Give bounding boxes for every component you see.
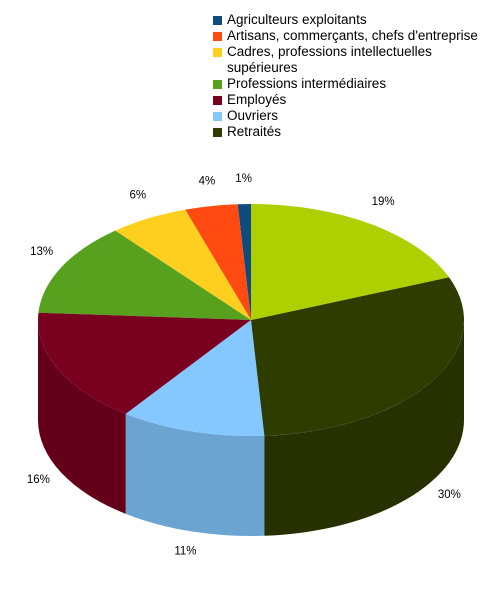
pie-slice-side (125, 413, 265, 537)
data-label: 19% (372, 196, 395, 208)
pie-slice-side (264, 320, 464, 536)
data-label: 1% (235, 173, 252, 185)
pie-slice (125, 320, 265, 436)
legend-swatch (213, 128, 222, 137)
pie-slice (251, 204, 450, 320)
pie-slice-side (38, 320, 126, 514)
legend-item: Professions intermédiaires (213, 76, 483, 92)
legend-swatch (213, 112, 222, 121)
legend-item: Retraités (213, 124, 483, 140)
pie-slice (38, 230, 252, 320)
data-label: 6% (129, 190, 146, 202)
legend-item: Ouvriers (213, 108, 483, 124)
data-label: 16% (27, 474, 50, 486)
legend-item: Employés (213, 92, 483, 108)
pie-slice (185, 204, 251, 320)
legend-item: Artisans, commerçants, chefs d'entrepris… (213, 28, 483, 44)
legend-swatch (213, 32, 222, 41)
legend-label: Cadres, professions intellectuelles supé… (227, 44, 432, 75)
data-label: 4% (199, 175, 216, 187)
legend-label: Professions intermédiaires (227, 76, 387, 91)
pie-slice (37, 312, 251, 414)
legend-item: Cadres, professions intellectuelles supé… (213, 44, 483, 76)
legend-label: Employés (227, 92, 287, 107)
legend-swatch (213, 96, 222, 105)
pie-slice (251, 277, 464, 436)
legend-label: Retraités (227, 124, 282, 139)
legend-swatch (213, 80, 222, 89)
legend: Agriculteurs exploitants Artisans, comme… (213, 12, 483, 140)
pie-slice (237, 204, 251, 320)
legend-swatch (213, 16, 222, 25)
legend-label: Agriculteurs exploitants (227, 12, 367, 27)
data-label: 11% (174, 546, 196, 558)
pie-slice (115, 209, 251, 320)
legend-label: Ouvriers (227, 108, 279, 123)
legend-item: Agriculteurs exploitants (213, 12, 483, 28)
legend-label: Artisans, commerçants, chefs d'entrepris… (227, 28, 478, 43)
data-label: 13% (30, 246, 53, 258)
legend-swatch (213, 48, 222, 57)
data-label: 30% (438, 489, 461, 501)
